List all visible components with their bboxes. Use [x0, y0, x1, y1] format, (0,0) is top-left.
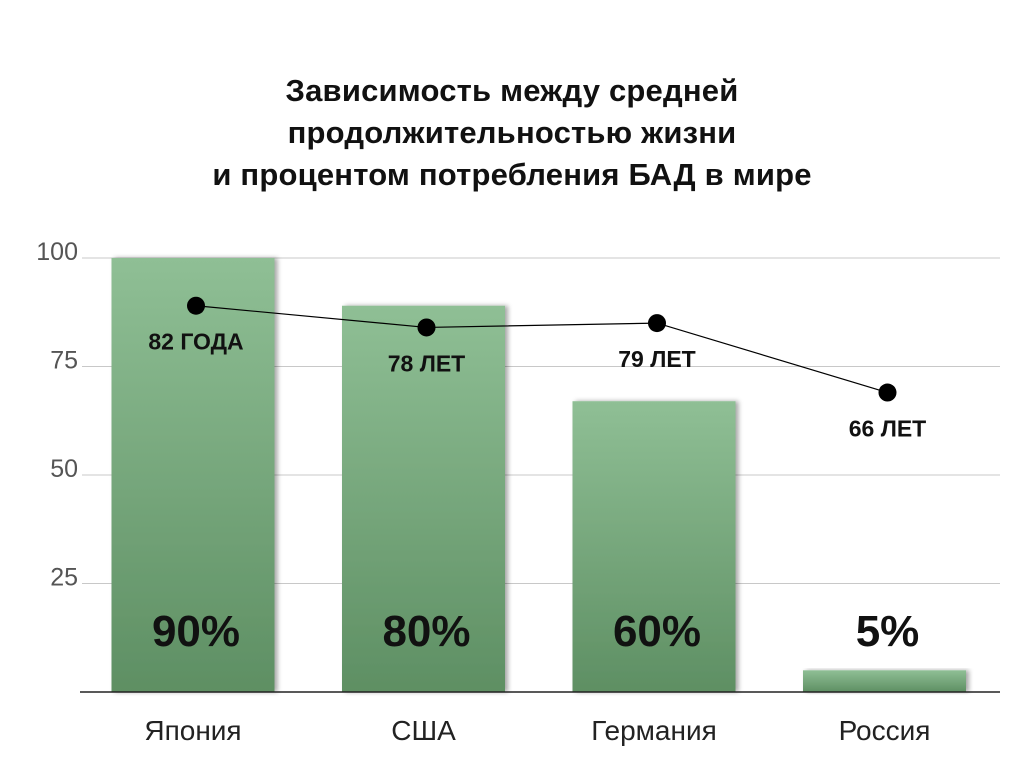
chart-title-line-2: продолжительностью жизни	[287, 115, 737, 150]
bar-2	[342, 305, 505, 692]
bar-value-label: 80%	[382, 607, 470, 656]
life-expectancy-line: 82 ГОДА 78 ЛЕТ 79 ЛЕТ 66 ЛЕТ	[148, 296, 927, 442]
chart-title-line-1: Зависимость между средней	[285, 73, 739, 108]
chart-title: Зависимость между средней продолжительно…	[0, 70, 1024, 196]
bar-value-label: 90%	[152, 607, 240, 656]
line-point	[878, 383, 897, 402]
chart-title-line-3: и процентом потребления БАД в мире	[212, 157, 812, 192]
line-point	[417, 318, 436, 337]
x-category-label: Германия	[591, 715, 717, 746]
line-point-label: 79 ЛЕТ	[618, 346, 696, 372]
line-point	[648, 314, 666, 333]
bar-3	[572, 401, 736, 692]
line-point-label: 66 ЛЕТ	[849, 416, 927, 442]
bar-1	[111, 258, 275, 692]
line-point	[187, 296, 205, 315]
y-tick-label: 75	[50, 347, 78, 375]
bar-value-label: 60%	[613, 607, 701, 656]
line-point-label: 82 ГОДА	[148, 329, 243, 355]
y-tick-label: 50	[50, 455, 78, 483]
y-tick-label: 25	[50, 564, 78, 592]
line-path	[195, 305, 888, 394]
x-axis-categories: Япония США Германия Россия	[144, 715, 930, 746]
bar-value-labels: 90% 80% 60% 5%	[152, 607, 919, 656]
bar-4	[803, 670, 966, 692]
x-category-label: США	[391, 715, 456, 746]
y-tick-label: 100	[36, 238, 78, 266]
x-category-label: Япония	[144, 715, 241, 746]
line-point-label: 78 ЛЕТ	[388, 350, 466, 376]
x-category-label: Россия	[839, 715, 931, 746]
y-axis: 25 50 75 100	[36, 238, 78, 592]
bars	[111, 258, 966, 692]
bar-value-label: 5%	[856, 607, 920, 656]
